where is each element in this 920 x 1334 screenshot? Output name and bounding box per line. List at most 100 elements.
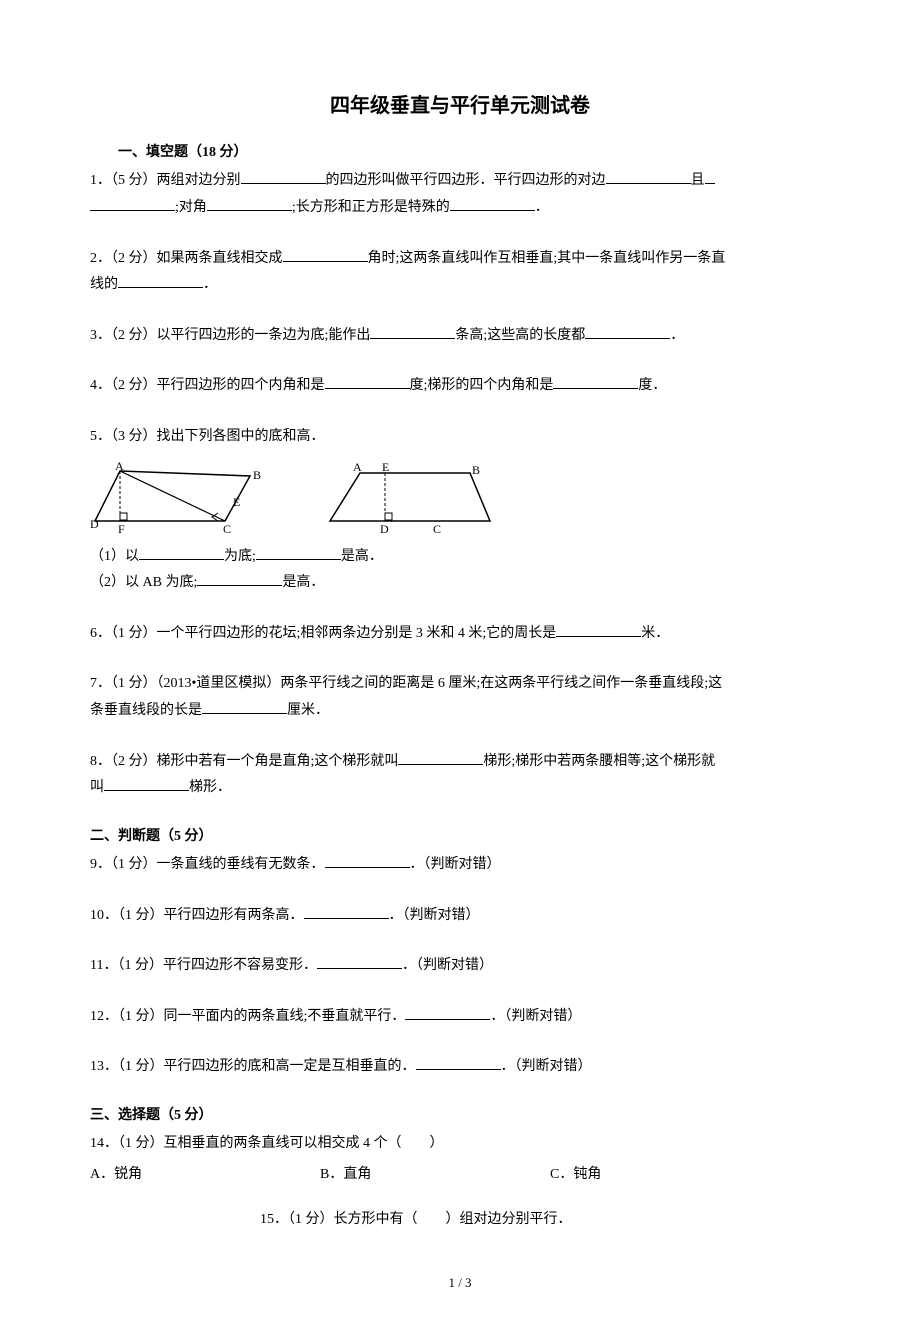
svg-text:E: E: [382, 461, 389, 474]
question-13: 13．（1 分）平行四边形的底和高一定是互相垂直的． ．（判断对错）: [90, 1054, 830, 1081]
blank: [207, 195, 292, 211]
question-8: 8．（2 分）梯形中若有一个角是直角;这个梯形就叫 梯形;梯形中若两条腰相等;这个…: [90, 749, 830, 802]
blank: [317, 953, 402, 969]
blank: [398, 749, 483, 765]
question-10: 10．（1 分）平行四边形有两条高． ．（判断对错）: [90, 903, 830, 930]
q7-text: 条垂直线段的长是: [90, 703, 202, 718]
option-c: C．钝角: [550, 1162, 750, 1189]
question-11: 11．（1 分）平行四边形不容易变形． ．（判断对错）: [90, 953, 830, 980]
q10-text: ．（判断对错）: [389, 908, 480, 923]
q2-text: 2．（2 分）如果两条直线相交成: [90, 251, 283, 266]
svg-text:C: C: [223, 522, 231, 536]
q3-text: 3．（2 分）以平行四边形的一条边为底;能作出: [90, 328, 370, 343]
blank: [370, 323, 455, 339]
blank: [585, 323, 670, 339]
q9-text: ．（判断对错）: [410, 857, 501, 872]
q5-sub-text: 为底;: [224, 549, 256, 564]
question-12: 12．（1 分）同一平面内的两条直线;不垂直就平行． ．（判断对错）: [90, 1004, 830, 1031]
section-judge: 二、判断题（5 分）: [90, 826, 830, 848]
blank: [256, 544, 341, 560]
q12-text: ．（判断对错）: [490, 1009, 581, 1024]
blank: [450, 195, 535, 211]
blank: [325, 852, 410, 868]
q7-text: 厘米．: [287, 703, 329, 718]
svg-text:D: D: [90, 517, 99, 531]
question-1: 1．（5 分）两组对边分别 的四边形叫做平行四边形．平行四边形的对边 且 ;对角 ;长…: [90, 168, 830, 221]
svg-text:B: B: [253, 468, 261, 482]
svg-text:E: E: [233, 495, 240, 509]
question-2: 2．（2 分）如果两条直线相交成角时;这两条直线叫作互相垂直;其中一条直线叫作另…: [90, 246, 830, 299]
q15-stem: 15．（1 分）长方形中有（ ）组对边分别平行．: [260, 1212, 572, 1227]
q1-text: 且: [691, 173, 705, 188]
blank: [118, 272, 203, 288]
q9-text: 9．（1 分）一条直线的垂线有无数条．: [90, 857, 325, 872]
question-15: 15．（1 分）长方形中有（ ）组对边分别平行．: [260, 1207, 830, 1234]
blank: [416, 1054, 501, 1070]
blank: [304, 903, 389, 919]
q10-text: 10．（1 分）平行四边形有两条高．: [90, 908, 304, 923]
blank: [104, 775, 189, 791]
question-9: 9．（1 分）一条直线的垂线有无数条． ．（判断对错）: [90, 852, 830, 879]
q1-text: 1．（5 分）两组对边分别: [90, 173, 241, 188]
figures-row: A B C D E F A E B C D: [90, 461, 830, 536]
q4-text: 度;梯形的四个内角和是: [410, 378, 554, 393]
question-7: 7．（1 分）（2013•道里区模拟）两条平行线之间的距离是 6 厘米;在这两条…: [90, 671, 830, 724]
q11-text: 11．（1 分）平行四边形不容易变形．: [90, 958, 317, 973]
q5-sub-text: 是高．: [341, 549, 383, 564]
blank: [202, 698, 287, 714]
q11-text: ．（判断对错）: [402, 958, 493, 973]
blank: [606, 168, 691, 184]
blank: [553, 373, 638, 389]
q8-text: 8．（2 分）梯形中若有一个角是直角;这个梯形就叫: [90, 754, 398, 769]
blank: [325, 373, 410, 389]
q4-text: 4．（2 分）平行四边形的四个内角和是: [90, 378, 325, 393]
blank: [405, 1004, 490, 1020]
blank: [556, 621, 641, 637]
q6-text: 6．（1 分）一个平行四边形的花坛;相邻两条边分别是 3 米和 4 米;它的周长…: [90, 626, 556, 641]
q1-text: ．: [535, 200, 549, 215]
q7-text: 7．（1 分）（2013•道里区模拟）两条平行线之间的距离是 6 厘米;在这两条…: [90, 676, 722, 691]
section-fill: 一、填空题（18 分）: [90, 142, 830, 164]
page-title: 四年级垂直与平行单元测试卷: [90, 90, 830, 122]
q3-text: ．: [670, 328, 684, 343]
question-3: 3．（2 分）以平行四边形的一条边为底;能作出 条高;这些高的长度都 ．: [90, 323, 830, 350]
q5-sub-text: （2）以 AB 为底;: [90, 575, 197, 590]
blank: [197, 570, 282, 586]
q8-text: 叫: [90, 780, 104, 795]
q1-text: ;长方形和正方形是特殊的: [292, 200, 450, 215]
q5-sub1: （1）以 为底; 是高．: [90, 544, 830, 571]
q12-text: 12．（1 分）同一平面内的两条直线;不垂直就平行．: [90, 1009, 405, 1024]
q8-text: 梯形;梯形中若两条腰相等;这个梯形就: [483, 754, 715, 769]
svg-text:A: A: [115, 461, 124, 473]
q5-sub-text: （1）以: [90, 549, 139, 564]
q8-text: 梯形．: [189, 780, 231, 795]
svg-text:D: D: [380, 522, 389, 536]
svg-text:B: B: [472, 463, 480, 477]
svg-text:A: A: [353, 461, 362, 474]
blank: [241, 168, 326, 184]
q13-text: ．（判断对错）: [501, 1059, 592, 1074]
q14-options: A．锐角 B．直角 C．钝角: [90, 1162, 830, 1189]
q3-text: 条高;这些高的长度都: [455, 328, 585, 343]
q14-stem: 14．（1 分）互相垂直的两条直线可以相交成 4 个（ ）: [90, 1131, 830, 1158]
q13-text: 13．（1 分）平行四边形的底和高一定是互相垂直的．: [90, 1059, 416, 1074]
question-14: 14．（1 分）互相垂直的两条直线可以相交成 4 个（ ） A．锐角 B．直角 …: [90, 1131, 830, 1188]
q5-sub-text: 是高．: [282, 575, 324, 590]
q2-text: ．: [203, 277, 217, 292]
section-choice: 三、选择题（5 分）: [90, 1105, 830, 1127]
page-number: 1 / 3: [90, 1273, 830, 1294]
svg-text:C: C: [433, 522, 441, 536]
q4-text: 度．: [638, 378, 666, 393]
blank: [283, 246, 368, 262]
option-a: A．锐角: [90, 1162, 320, 1189]
blank: [705, 168, 715, 184]
svg-text:F: F: [118, 522, 125, 536]
question-6: 6．（1 分）一个平行四边形的花坛;相邻两条边分别是 3 米和 4 米;它的周长…: [90, 621, 830, 648]
q1-text: 的四边形叫做平行四边形．平行四边形的对边: [326, 173, 606, 188]
option-b: B．直角: [320, 1162, 550, 1189]
q5-sub2: （2）以 AB 为底; 是高．: [90, 570, 830, 597]
blank: [139, 544, 224, 560]
q1-text: ;对角: [175, 200, 207, 215]
question-5: 5．（3 分）找出下列各图中的底和高． A B C D E F A E B C …: [90, 424, 830, 597]
q2-text: 线的: [90, 277, 118, 292]
